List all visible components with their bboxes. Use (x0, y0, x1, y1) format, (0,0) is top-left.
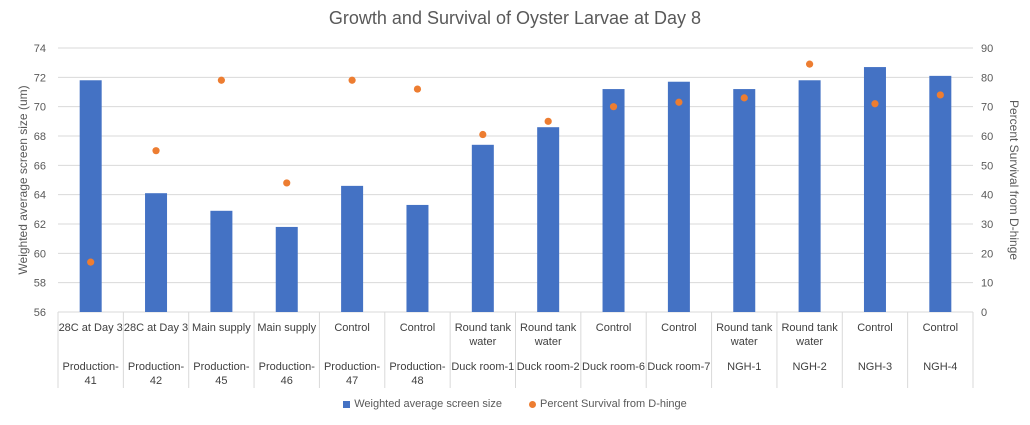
category-labels: 28C at Day 3 Production-41 28C at Day 3 Pro… (59, 322, 958, 387)
y2-tick-label: 40 (981, 190, 993, 202)
gridlines (57, 47, 974, 388)
bar (667, 81, 690, 312)
bar-series (79, 67, 952, 313)
category-treatment-label: Round tank water (520, 322, 577, 348)
category-treatment-label: Control (596, 322, 631, 334)
category-treatment-label: Control (400, 322, 435, 334)
legend-label-bars: Weighted average screen size (354, 398, 502, 410)
survival-point (936, 91, 944, 99)
survival-point (806, 60, 814, 68)
bar (471, 144, 494, 312)
y2-tick-label: 90 (981, 43, 993, 55)
bar (733, 89, 756, 312)
survival-point (544, 117, 552, 125)
y-tick-label: 68 (34, 131, 46, 143)
bar (79, 80, 102, 313)
y2-tick-label: 80 (981, 72, 993, 84)
category-group-label: Production-46 (259, 361, 316, 387)
bar (537, 127, 560, 312)
bar (145, 193, 168, 312)
y-tick-label: 74 (34, 43, 46, 55)
category-treatment-label: Control (661, 322, 696, 334)
bar (406, 204, 429, 312)
y2-tick-label: 0 (981, 307, 987, 319)
category-treatment-label: 28C at Day 3 (124, 322, 188, 334)
y2-tick-label: 50 (981, 160, 993, 172)
category-group-label: NGH-2 (792, 361, 826, 373)
y-tick-label: 56 (34, 307, 46, 319)
y-tick-label: 62 (34, 219, 46, 231)
legend-swatch-bars (343, 400, 351, 408)
survival-point (413, 85, 422, 93)
category-group-label: Production-41 (63, 361, 120, 387)
category-treatment-label: Control (923, 322, 958, 334)
legend-swatch-dots (529, 400, 537, 408)
y2-tick-label: 60 (981, 131, 993, 143)
y-tick-label: 60 (34, 248, 46, 260)
legend-item-dots: Percent Survival from D-hinge (529, 398, 687, 410)
category-group-label: Duck room-1 (451, 361, 514, 373)
y2-tick-label: 10 (981, 278, 993, 290)
survival-point (87, 258, 95, 266)
category-group-label: NGH-4 (923, 361, 957, 373)
legend: Weighted average screen size Percent Sur… (0, 398, 1030, 411)
category-treatment-label: Round tank water (455, 322, 512, 348)
survival-point (675, 98, 683, 106)
category-group-label: Duck room-2 (517, 361, 580, 373)
category-group-label: Duck room-6 (582, 361, 645, 373)
category-treatment-label: Round tank water (781, 322, 838, 348)
survival-point (479, 130, 487, 139)
y-tick-label: 58 (34, 278, 46, 290)
y2-tick-label: 20 (981, 248, 993, 260)
survival-point (348, 76, 356, 84)
bar (602, 89, 625, 312)
survival-point (283, 179, 291, 187)
category-treatment-label: 28C at Day 3 (59, 322, 123, 334)
category-group-label: Production-42 (128, 361, 185, 387)
category-treatment-label: Round tank water (716, 322, 773, 348)
survival-point (740, 94, 748, 102)
category-group-label: Production-47 (324, 361, 381, 387)
tick-labels: 56 58 60 62 64 66 68 70 72 74 0 10 20 30 40 50 60 70 80 90 (34, 43, 994, 319)
scatter-series (87, 60, 944, 266)
survival-point (871, 100, 879, 108)
category-group-label: NGH-1 (727, 361, 761, 373)
y2-axis-title: Percent Survival from D-hinge (1007, 100, 1021, 260)
bar (341, 185, 364, 312)
category-group-label: Production-45 (193, 361, 250, 387)
survival-point (609, 103, 618, 111)
bar (929, 75, 952, 312)
chart-title: Growth and Survival of Oyster Larvae at … (328, 8, 702, 28)
y2-tick-label: 30 (981, 219, 993, 231)
legend-item-bars: Weighted average screen size (343, 398, 502, 410)
category-treatment-label: Control (334, 322, 369, 334)
legend-label-dots: Percent Survival from D-hinge (540, 398, 687, 410)
y2-tick-label: 70 (981, 102, 993, 114)
y-tick-label: 72 (34, 72, 46, 84)
category-group-label: Production-48 (389, 361, 446, 387)
y-tick-label: 70 (34, 102, 46, 114)
survival-point (217, 76, 225, 84)
category-treatment-label: Main supply (257, 322, 316, 334)
category-group-label: NGH-3 (858, 361, 892, 373)
category-treatment-label: Main supply (192, 322, 251, 334)
bar (275, 226, 298, 312)
y-axis-title: Weighted average screen size (um) (16, 85, 30, 274)
survival-point (152, 147, 160, 155)
bar (863, 67, 886, 312)
y-tick-label: 66 (34, 160, 46, 172)
category-group-label: Duck room-7 (647, 361, 710, 373)
bar (798, 80, 821, 313)
y-tick-label: 64 (34, 190, 46, 202)
category-treatment-label: Control (857, 322, 892, 334)
bar (210, 210, 233, 312)
